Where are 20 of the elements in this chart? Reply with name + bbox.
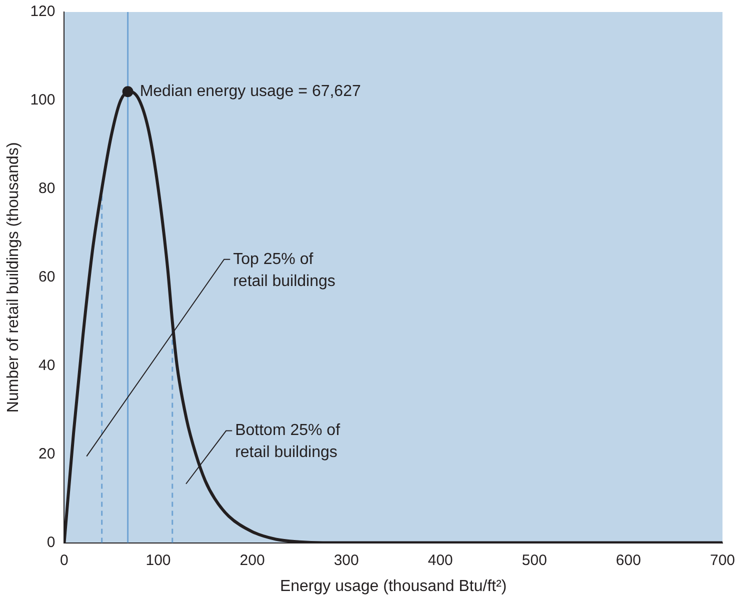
- x-tick-label: 200: [240, 552, 265, 569]
- y-tick-label: 40: [38, 357, 56, 374]
- y-tick-label: 80: [38, 180, 56, 198]
- x-tick-label: 700: [710, 552, 735, 569]
- x-tick-label: 100: [146, 552, 171, 569]
- x-tick-label: 600: [616, 552, 641, 569]
- annotation: Top 25% of retail buildings: [233, 250, 336, 290]
- x-tick-label: 0: [60, 552, 68, 569]
- x-tick-label: 400: [428, 552, 453, 569]
- y-tick-label: 20: [38, 445, 56, 462]
- y-tick-label: 60: [38, 268, 56, 286]
- x-tick-label: 500: [522, 552, 547, 569]
- annotation: Median energy usage = 67,627: [140, 83, 361, 100]
- y-tick-label: 0: [46, 534, 56, 551]
- y-tick-label: 100: [30, 92, 56, 109]
- y-tick-label: 120: [30, 3, 56, 20]
- annotation: Bottom 25% of retail buildings: [235, 422, 341, 462]
- y-axis-title: Number of retail buildings (thousands): [5, 142, 22, 413]
- x-tick-label: 300: [334, 552, 359, 569]
- x-axis-title: Energy usage (thousand Btu/ft²): [280, 578, 507, 595]
